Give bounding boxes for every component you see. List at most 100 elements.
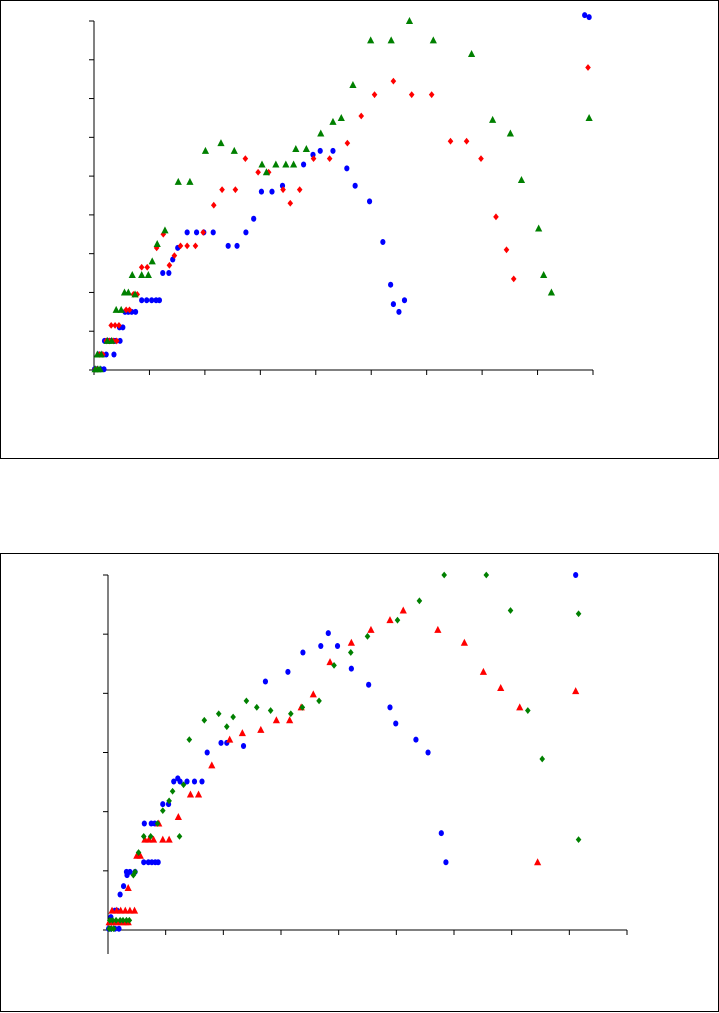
data-point	[126, 306, 133, 314]
data-point	[463, 137, 470, 145]
data-point	[358, 112, 365, 120]
data-point	[300, 161, 307, 168]
data-point	[539, 755, 546, 763]
data-point	[347, 638, 355, 646]
data-point	[572, 687, 580, 695]
data-point	[387, 36, 395, 44]
data-point	[255, 168, 261, 176]
data-point	[193, 229, 200, 236]
data-point	[285, 668, 291, 675]
data-point	[135, 849, 142, 856]
data-point	[166, 270, 172, 277]
data-point	[573, 572, 579, 578]
data-point	[387, 704, 393, 711]
data-point	[124, 288, 132, 296]
data-point	[535, 224, 543, 232]
data-point	[364, 632, 371, 640]
data-point	[117, 906, 125, 914]
data-point	[140, 833, 147, 840]
data-point	[352, 182, 358, 189]
data-point	[344, 139, 351, 147]
data-point	[108, 336, 116, 344]
data-point	[510, 275, 517, 283]
data-point	[108, 906, 116, 914]
data-point	[318, 643, 324, 649]
data-point	[123, 306, 129, 314]
data-point	[225, 242, 231, 249]
data-point	[344, 165, 350, 172]
data-point	[334, 643, 341, 649]
data-point	[272, 716, 280, 724]
data-point	[396, 308, 402, 315]
data-point	[117, 305, 125, 313]
data-point	[116, 925, 122, 932]
data-point	[124, 872, 130, 879]
data-point	[280, 186, 286, 194]
data-point	[223, 723, 230, 731]
data-point	[310, 155, 317, 163]
data-point	[111, 351, 117, 358]
data-point	[116, 322, 122, 329]
data-point	[132, 308, 139, 315]
data-point	[586, 14, 592, 21]
scatter-panel-bottom	[0, 553, 719, 1012]
data-point	[347, 649, 354, 656]
data-point	[200, 228, 207, 236]
data-point	[144, 270, 152, 278]
data-point	[124, 884, 132, 892]
data-point	[186, 177, 194, 185]
data-point	[210, 201, 217, 209]
data-point	[117, 891, 123, 898]
data-point	[103, 351, 109, 358]
data-point	[262, 168, 271, 176]
data-point	[176, 833, 183, 840]
data-point	[272, 160, 280, 168]
data-point	[174, 177, 182, 185]
data-point	[144, 297, 150, 304]
data-point	[210, 229, 216, 236]
data-point	[240, 743, 247, 750]
data-point	[171, 778, 177, 785]
data-point	[171, 252, 178, 260]
data-point	[121, 906, 129, 914]
data-point	[230, 146, 238, 154]
data-point	[582, 12, 588, 19]
data-point	[405, 17, 414, 24]
data-point	[145, 835, 153, 843]
data-point	[287, 199, 294, 207]
data-point	[288, 710, 294, 718]
data-point	[226, 735, 234, 743]
data-point	[132, 868, 138, 876]
series-triangle	[105, 606, 580, 926]
data-point	[186, 790, 195, 798]
data-point	[493, 213, 499, 221]
data-point	[416, 597, 423, 605]
data-point	[326, 155, 333, 163]
data-point	[489, 115, 497, 123]
data-point	[243, 697, 250, 705]
data-point	[366, 681, 372, 688]
data-point	[503, 246, 510, 254]
data-point	[507, 607, 514, 614]
series-diamond	[92, 64, 591, 373]
data-point	[148, 257, 156, 265]
data-point	[399, 606, 407, 614]
data-point	[113, 337, 120, 345]
series-circle	[105, 572, 579, 932]
data-point	[153, 239, 161, 247]
data-point	[201, 146, 210, 154]
data-point	[215, 710, 222, 718]
data-point	[194, 790, 203, 798]
data-point	[184, 242, 190, 250]
data-point	[117, 337, 123, 344]
data-point	[575, 836, 582, 844]
data-point	[208, 761, 216, 769]
data-point	[329, 117, 337, 125]
data-point	[394, 616, 401, 624]
data-point	[154, 820, 161, 827]
data-point	[180, 781, 187, 789]
series-circle	[91, 12, 592, 373]
data-point	[219, 186, 225, 194]
data-point	[302, 144, 310, 152]
data-point	[141, 820, 147, 827]
